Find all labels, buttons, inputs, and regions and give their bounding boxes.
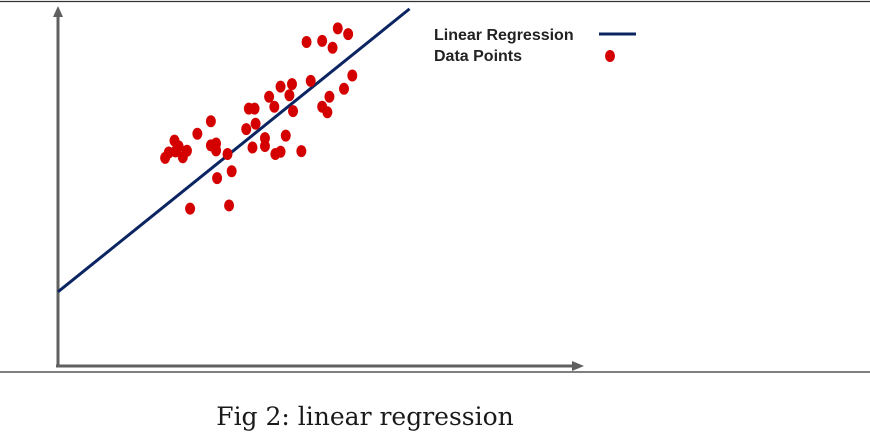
legend-line-label: Linear Regression <box>434 27 574 44</box>
data-point <box>205 115 216 128</box>
x-axis-arrow <box>572 361 584 371</box>
data-point <box>347 69 358 82</box>
data-point <box>305 74 316 87</box>
data-point <box>339 82 349 95</box>
data-point <box>284 89 295 102</box>
data-point <box>226 165 237 178</box>
data-point <box>322 106 333 119</box>
data-point <box>280 129 291 142</box>
data-point <box>222 147 233 160</box>
legend: Linear Regression Data Points <box>434 27 636 65</box>
data-point <box>288 105 299 118</box>
data-point <box>185 202 196 215</box>
data-point <box>317 34 328 47</box>
legend-points-label: Data Points <box>434 48 522 65</box>
data-point <box>296 145 307 158</box>
regression-line <box>57 7 411 294</box>
data-point <box>250 117 261 130</box>
data-point <box>211 144 222 157</box>
data-point <box>269 100 280 113</box>
data-point <box>192 127 203 140</box>
scatter-chart: Linear Regression Data Points <box>0 0 870 373</box>
data-point <box>275 80 286 93</box>
data-point <box>181 144 192 157</box>
figure-caption: Fig 2: linear regression <box>216 402 514 431</box>
data-point <box>332 22 343 35</box>
data-point <box>287 78 297 91</box>
data-points <box>160 22 358 215</box>
data-point <box>327 41 338 54</box>
data-point <box>264 90 275 103</box>
data-point <box>212 172 223 185</box>
legend-point-swatch <box>605 50 615 62</box>
data-point <box>275 145 286 158</box>
data-point <box>170 145 181 158</box>
data-point <box>249 102 260 115</box>
data-point <box>241 123 252 136</box>
data-point <box>259 132 270 145</box>
data-point <box>224 199 235 212</box>
data-point <box>343 28 354 41</box>
data-point <box>324 90 335 103</box>
axes <box>53 6 584 371</box>
data-point <box>301 36 312 48</box>
y-axis-arrow <box>53 6 63 17</box>
data-point <box>247 141 258 154</box>
